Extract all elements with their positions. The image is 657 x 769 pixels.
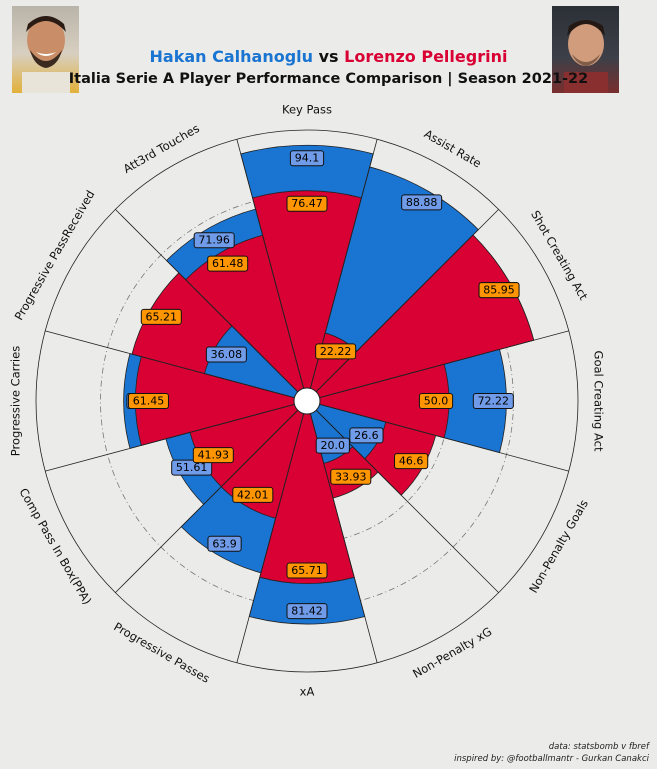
value-label-player-b: 85.95 (483, 284, 515, 297)
value-label-player-a: 51.61 (176, 461, 208, 474)
value-label-player-b: 61.45 (133, 395, 165, 408)
category-label: Key Pass (282, 103, 332, 117)
credit-note: inspired by: @footballmantr - Gurkan Can… (454, 754, 649, 764)
value-label-player-b: 33.93 (335, 470, 367, 483)
value-label-player-a: 26.6 (354, 429, 379, 442)
category-label: Shot Creating Act (528, 208, 591, 303)
player-b-name: Lorenzo Pellegrini (344, 47, 508, 66)
value-label-player-b-box (192, 447, 234, 464)
spoke-line (236, 139, 305, 389)
value-label-player-b: 42.01 (237, 488, 269, 501)
spoke-line (115, 209, 299, 393)
value-label-player-b-box (315, 343, 357, 360)
spoke-line (115, 409, 299, 593)
value-label-player-b: 46.6 (399, 455, 424, 468)
value-label-player-a: 71.96 (198, 234, 230, 247)
value-label-player-a-box (205, 346, 247, 363)
value-label-player-b: 41.93 (198, 449, 230, 462)
category-label: xA (300, 685, 315, 699)
spoke-line (45, 403, 295, 472)
spoke-line (319, 403, 569, 472)
value-label-player-b: 65.21 (146, 310, 178, 323)
player-a-name: Hakan Calhanoglu (149, 47, 314, 66)
value-label-player-b-box (394, 453, 429, 470)
value-label-player-b-box (127, 393, 169, 409)
value-label-player-b-box (232, 486, 274, 503)
value-label-player-a-box (349, 427, 384, 444)
value-label-player-b-box (418, 393, 454, 409)
value-label-player-a-box (472, 393, 514, 409)
category-label: Att3rd Touches (121, 121, 202, 176)
center-circle (293, 387, 321, 415)
value-label-player-b: 65.71 (291, 564, 323, 577)
value-label-player-b-box (478, 282, 520, 299)
value-label-player-a-box (289, 150, 325, 167)
spoke-line (319, 330, 569, 399)
value-label-player-a-box (171, 459, 213, 476)
value-label-player-a: 81.42 (291, 605, 323, 618)
value-label-player-a-box (401, 194, 443, 211)
value-label-player-a-box (315, 437, 350, 454)
value-label-player-b-box (140, 308, 182, 325)
chart-title-players: Hakan Calhanoglu vs Lorenzo Pellegrini (0, 47, 657, 66)
spoke-line (315, 209, 499, 393)
value-label-player-a: 72.22 (478, 395, 510, 408)
vs-text: vs (318, 47, 339, 66)
value-label-player-b-box (286, 195, 328, 212)
value-label-player-a-box (286, 603, 328, 620)
value-label-player-a-box (207, 535, 242, 552)
outer-ring (35, 129, 579, 673)
value-label-player-b: 76.47 (291, 197, 323, 210)
player-b-photo (552, 6, 619, 93)
value-label-player-b: 22.22 (320, 345, 352, 358)
category-label: Comp Pass In Box(PPA) (16, 486, 94, 607)
data-source-note: data: statsbomb v fbref (548, 742, 649, 752)
spoke-line (236, 413, 305, 663)
value-label-player-a: 36.08 (211, 348, 243, 361)
value-label-player-b-box (330, 468, 372, 485)
value-label-player-b-box (207, 255, 249, 272)
value-label-player-b: 50.0 (424, 395, 449, 408)
category-label: Assist Rate (422, 127, 484, 171)
value-label-player-a: 20.0 (321, 439, 346, 452)
value-label-player-a: 63.9 (212, 537, 237, 550)
spoke-line (309, 413, 378, 663)
value-label-player-a-box (193, 232, 235, 249)
value-label-player-b: 61.48 (212, 257, 244, 270)
player-a-photo (12, 6, 79, 93)
category-label: Goal Creating Act (592, 351, 606, 452)
value-label-player-b-box (286, 562, 328, 579)
value-label-player-a: 94.1 (295, 152, 320, 165)
chart-subtitle: Italia Serie A Player Performance Compar… (68, 71, 589, 87)
category-label: Progressive Carries (9, 346, 23, 456)
value-label-player-a: 88.88 (406, 196, 438, 209)
spoke-line (45, 330, 295, 399)
category-label: Non-Penalty xG (410, 624, 494, 681)
